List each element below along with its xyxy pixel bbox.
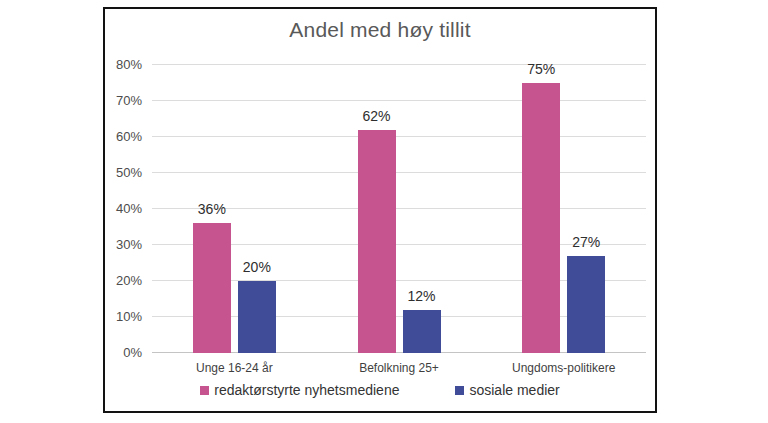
bar-group: 62%12% [317,65,482,353]
bar-series-1 [193,223,231,353]
bar-value-label: 20% [243,259,271,275]
bar-series-2 [238,281,276,353]
bar-series-2 [403,310,441,353]
x-axis-category-label: Befolkning 25+ [317,361,482,375]
bar-slot: 75% [522,83,560,353]
bar-series-1 [358,130,396,353]
y-tick-label: 60% [82,129,142,145]
legend-swatch-icon [455,386,464,395]
bar-slot: 36% [193,223,231,353]
y-tick-label: 40% [82,201,142,217]
legend-item: sosiale medier [455,382,559,398]
x-axis-category-label: Ungdoms-politikere [481,361,646,375]
y-tick-label: 20% [82,273,142,289]
bar-group: 75%27% [481,65,646,353]
x-axis-labels: Unge 16-24 årBefolkning 25+Ungdoms-polit… [152,361,646,375]
bar-series-1 [522,83,560,353]
y-tick-label: 0% [82,345,142,361]
bar-slot: 62% [358,130,396,353]
legend-label: sosiale medier [469,382,559,398]
y-tick-label: 50% [82,165,142,181]
bar-value-label: 12% [407,288,435,304]
y-tick-label: 70% [82,93,142,109]
bar-slot: 12% [403,310,441,353]
legend-label: redaktørstyrte nyhetsmediene [214,382,399,398]
chart-frame: Andel med høy tillit 0%10%20%30%40%50%60… [103,7,657,413]
chart-legend: redaktørstyrte nyhetsmediene sosiale medi… [105,382,655,398]
bar-slot: 20% [238,281,276,353]
bar-group: 36%20% [152,65,317,353]
chart-title: Andel med høy tillit [105,18,655,42]
bar-groups: 36%20%62%12%75%27% [152,65,646,353]
page-background: Andel med høy tillit 0% 10% 20% 30% 40% 50% 60… [0,0,768,423]
legend-swatch-icon [200,386,209,395]
y-tick-label: 10% [82,309,142,325]
bar-value-label: 36% [198,201,226,217]
bar-series-2 [567,256,605,353]
bar-value-label: 62% [362,108,390,124]
bar-slot: 27% [567,256,605,353]
plot-area: 0%10%20%30%40%50%60%70%80% 36%20%62%12%7… [152,65,646,353]
y-tick-label: 80% [82,57,142,73]
y-tick-label: 30% [82,237,142,253]
legend-item: redaktørstyrte nyhetsmediene [200,382,399,398]
x-axis-category-label: Unge 16-24 år [152,361,317,375]
bar-value-label: 75% [527,61,555,77]
bar-value-label: 27% [572,234,600,250]
